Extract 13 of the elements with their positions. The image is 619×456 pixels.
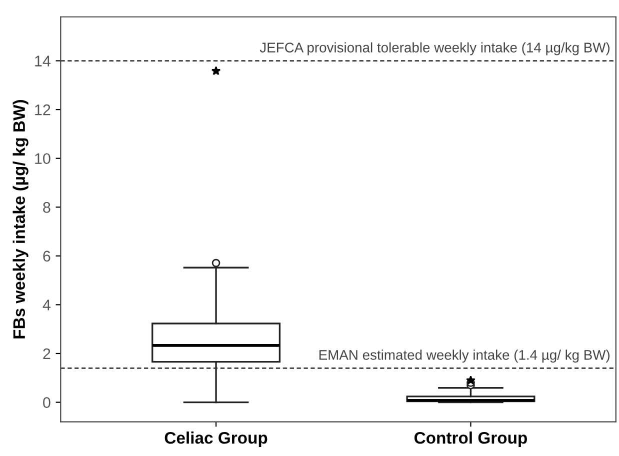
y-tick-label: 14 — [35, 56, 50, 66]
y-tick-label: 0 — [43, 397, 50, 408]
y-tick-label: 6 — [43, 250, 50, 262]
ref-line-label: EMAN estimated weekly intake (1.4 µg/ kg BW) — [319, 350, 610, 363]
x-tick-label: Celiac Group — [164, 432, 268, 448]
y-tick-label: 4 — [42, 300, 50, 310]
y-tick-label: 2 — [43, 348, 50, 360]
ref-line-label: JEFCA provisional tolerable weekly intake (14 µg/kg BW) — [260, 42, 610, 56]
x-tick-label: Control Group — [414, 432, 527, 448]
y-tick-label: 10 — [35, 153, 50, 164]
y-tick-label: 8 — [43, 202, 50, 213]
y-tick-label: 12 — [35, 104, 50, 116]
y-axis-title: FBs weekly intake (µg/ kg BW) — [12, 100, 28, 338]
